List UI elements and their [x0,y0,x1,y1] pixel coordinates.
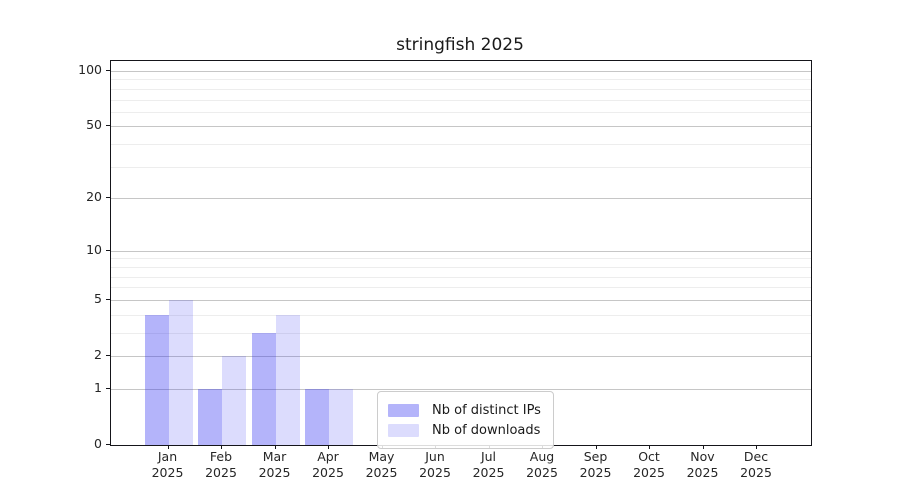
gridline-minor [111,266,811,268]
x-tick-year: 2025 [258,464,291,480]
x-tick [274,445,276,449]
x-tick [702,445,704,449]
bar-downloads [168,299,193,445]
legend-swatch-distinct-ips [388,403,419,417]
legend-label-downloads: Nb of downloads [432,422,541,438]
gridline-minor [111,287,811,289]
gridline-minor [111,314,811,316]
x-tick-year: 2025 [419,464,451,480]
x-tick-month: May [368,449,395,464]
x-tick-label: Jun 2025 [403,449,467,480]
y-tick [106,249,110,251]
x-tick-label: Aug 2025 [510,449,574,480]
bar-downloads [275,314,300,445]
gridline-major [111,356,811,357]
gridline-minor [111,332,811,334]
x-tick [167,445,169,449]
plot-area: Nb of distinct IPs Nb of downloads [110,60,812,449]
chart-title: stringfish 2025 [396,35,524,55]
legend-swatch-downloads [388,423,419,437]
y-tick-label: 1 [94,379,102,395]
x-tick-label: Jul 2025 [457,449,521,480]
bar-distinct-ips [305,388,329,445]
y-tick [106,387,110,389]
x-tick-label: May 2025 [350,449,414,480]
legend: Nb of distinct IPs Nb of downloads [377,391,554,449]
bar-distinct-ips [198,388,222,445]
y-tick-label: 2 [94,347,102,362]
gridline-minor [111,258,811,260]
bar-downloads [222,356,246,445]
x-tick-month: Dec [743,449,769,464]
x-tick-month: Mar [262,449,287,464]
bar-downloads [329,388,353,445]
gridline-minor [111,144,811,146]
y-tick [106,444,110,445]
gridline-major [111,250,811,252]
legend-label-distinct-ips: Nb of distinct IPs [432,402,541,418]
y-tick [106,125,110,127]
gridline-minor [111,79,811,81]
x-tick-month: Nov [690,449,715,464]
x-tick-label: Mar 2025 [243,449,307,480]
y-tick-label: 0 [94,436,102,451]
x-tick-year: 2025 [686,464,719,480]
gridline-minor [111,99,811,101]
x-tick-year: 2025 [526,464,558,480]
y-tick-label: 20 [86,189,102,205]
x-tick-year: 2025 [312,464,344,480]
y-tick [106,197,110,199]
x-tick-month: Jan [157,449,178,464]
gridline-minor [111,276,811,278]
x-tick-label: Oct 2025 [617,449,681,480]
x-tick-year: 2025 [740,464,772,480]
x-tick-year: 2025 [365,464,398,480]
x-tick-month: Oct [638,449,660,464]
gridline-major [111,388,811,390]
gridline-major [111,198,811,200]
x-tick-year: 2025 [205,464,237,480]
gridline-major [111,299,811,301]
x-tick-month: Apr [317,449,339,464]
x-tick-label: Apr 2025 [296,449,360,480]
x-tick-label: Nov 2025 [671,449,735,480]
gridline-major [111,126,811,128]
x-tick [328,445,329,449]
x-tick-label: Feb 2025 [189,449,253,480]
gridline-major [111,71,811,72]
y-tick-label: 100 [78,62,102,77]
legend-entry-downloads: Nb of downloads [388,420,541,440]
x-tick-label: Dec 2025 [724,449,788,480]
y-tick-label: 50 [86,117,102,133]
y-tick-label: 5 [94,290,102,306]
bar-distinct-ips [251,332,276,445]
x-tick [756,445,757,449]
x-tick-label: Jan 2025 [136,449,200,480]
x-tick-month: Aug [529,449,555,464]
x-tick-year: 2025 [579,464,612,480]
x-tick-month: Jun [425,449,445,464]
x-tick [221,445,222,449]
y-tick [106,70,110,71]
x-tick-year: 2025 [472,464,505,480]
legend-entry-distinct-ips: Nb of distinct IPs [388,400,541,420]
y-tick [106,298,110,300]
gridline-minor [111,166,811,168]
gridline-minor [111,111,811,113]
x-tick-year: 2025 [151,464,184,480]
y-tick [106,355,110,356]
x-tick [595,445,597,449]
bar-distinct-ips [144,314,169,445]
x-tick [649,445,650,449]
x-tick-year: 2025 [633,464,665,480]
x-tick-month: Feb [209,449,233,464]
y-tick-label: 10 [86,241,102,257]
gridline-minor [111,88,811,90]
x-tick-month: Sep [583,449,608,464]
x-tick-label: Sep 2025 [564,449,628,480]
x-tick-month: Jul [480,449,497,464]
